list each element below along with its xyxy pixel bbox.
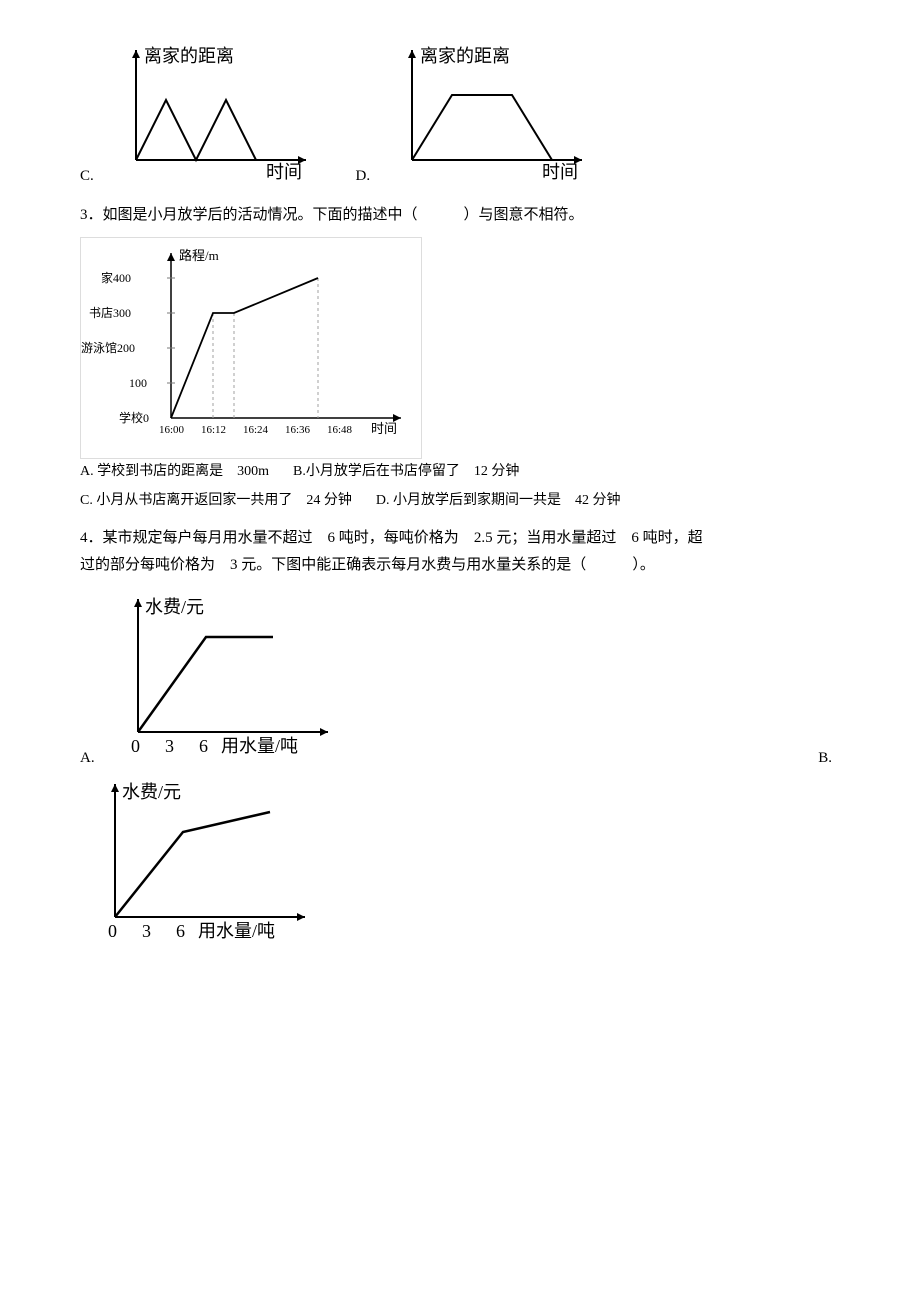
option-c-wrap: C. 离家的距离 时间	[80, 40, 316, 190]
q3-ytick-200: 游泳馆200	[81, 340, 135, 355]
q3-text-before: 如图是小月放学后的活动情况。下面的描述中（	[103, 207, 418, 223]
q3-xtick-2: 16:24	[243, 424, 269, 436]
q4-l1b: 6 吨时，每吨价格为	[328, 530, 459, 546]
option-c-label: C.	[80, 163, 94, 190]
q4-stem: 4．某市规定每户每月用水量不超过 6 吨时，每吨价格为 2.5 元；当用水量超过…	[80, 525, 840, 579]
top-chart-row: C. 离家的距离 时间 D.	[80, 40, 840, 190]
option-d-label: D.	[356, 163, 371, 190]
q3-option-d-text: 小月放学后到家期间一共是	[393, 493, 561, 508]
q3-xtick-3: 16:36	[285, 424, 311, 436]
q3-option-b-text: 小月放学后在书店停留了	[306, 464, 460, 479]
q3-option-a-text: 学校到书店的距离是	[97, 464, 223, 479]
q3-option-b-val: 12 分钟	[474, 464, 520, 479]
q4-l2a: 过的部分每吨价格为	[80, 557, 215, 573]
q3-option-c-val: 24 分钟	[306, 493, 352, 508]
q4-l1c: 2.5 元；当用水量超过	[474, 530, 617, 546]
q3-option-a: A. 学校到书店的距离是 300m	[80, 459, 269, 484]
q4-label-a: A.	[80, 745, 95, 772]
q3-ytick-400: 家400	[101, 270, 131, 285]
chart-d-ylabel: 离家的距离	[420, 46, 510, 66]
q3-xtick-1: 16:12	[201, 424, 226, 436]
q4b-x0: 0	[108, 921, 117, 941]
q4-l1a: 某市规定每户每月用水量不超过	[103, 530, 313, 546]
q3-stem: 3．如图是小月放学后的活动情况。下面的描述中（ ）与图意不相符。	[80, 202, 840, 229]
q3-number: 3．	[80, 207, 103, 223]
q4-number: 4．	[80, 530, 103, 546]
q4a-x0: 0	[131, 736, 140, 756]
q4-l2c: ）。	[632, 557, 655, 573]
q4-chart-a: 水费/元 0 3 6 用水量/吨	[103, 587, 343, 772]
chart-d: 离家的距离 时间	[382, 40, 592, 190]
q3-option-a-val: 300m	[237, 464, 269, 479]
q3-option-b: B.小月放学后在书店停留了 12 分钟	[293, 459, 519, 484]
chart-c: 离家的距离 时间	[106, 40, 316, 190]
q3-ylabel: 路程/m	[179, 248, 219, 263]
chart-c-ylabel: 离家的距离	[144, 46, 234, 66]
q4b-x3: 3	[142, 921, 151, 941]
q3-options-row1: A. 学校到书店的距离是 300m B.小月放学后在书店停留了 12 分钟	[80, 459, 840, 484]
option-d-wrap: D. 离家的距离 时间	[356, 40, 592, 190]
q4b-xlabel: 用水量/吨	[198, 921, 275, 941]
q4-l2b: 3 元。下图中能正确表示每月水费与用水量关系的是（	[230, 557, 586, 573]
q4a-x6: 6	[199, 736, 208, 756]
q4-l1d: 6 吨时，超	[631, 530, 702, 546]
q3-xtick-4: 16:48	[327, 424, 353, 436]
q3-option-d: D. 小月放学后到家期间一共是 42 分钟	[376, 488, 621, 513]
q4-chart-b: 水费/元 0 3 6 用水量/吨	[80, 772, 320, 957]
q3-option-d-val: 42 分钟	[575, 493, 621, 508]
q3-option-c-text: 小月从书店离开返回家一共用了	[96, 493, 292, 508]
q4a-xlabel: 用水量/吨	[221, 736, 298, 756]
q3-option-c: C. 小月从书店离开返回家一共用了 24 分钟	[80, 488, 352, 513]
q3-options-row2: C. 小月从书店离开返回家一共用了 24 分钟 D. 小月放学后到家期间一共是 …	[80, 488, 840, 513]
q3-ytick-100: 100	[129, 376, 147, 390]
q3-ytick-300: 书店300	[89, 306, 131, 320]
q3-text-after: ）与图意不相符。	[464, 207, 584, 223]
q3-xlabel: 时间	[371, 421, 397, 436]
q4-row-a: A. 水费/元 0 3 6 用水量/吨 B.	[80, 587, 840, 772]
q4-label-b: B.	[818, 745, 832, 772]
q3-ytick-0: 学校0	[119, 410, 149, 425]
q4a-x3: 3	[165, 736, 174, 756]
q4a-ylabel: 水费/元	[145, 597, 204, 617]
chart-c-xlabel: 时间	[266, 162, 302, 180]
q3-xtick-0: 16:00	[159, 424, 185, 436]
chart-d-xlabel: 时间	[542, 162, 578, 180]
q4b-ylabel: 水费/元	[122, 782, 181, 802]
q4-row-b: 水费/元 0 3 6 用水量/吨	[80, 772, 840, 957]
q4b-x6: 6	[176, 921, 185, 941]
q3-chart: 家400 书店300 游泳馆200 100 学校0 16:00 16:12 16…	[80, 237, 422, 459]
